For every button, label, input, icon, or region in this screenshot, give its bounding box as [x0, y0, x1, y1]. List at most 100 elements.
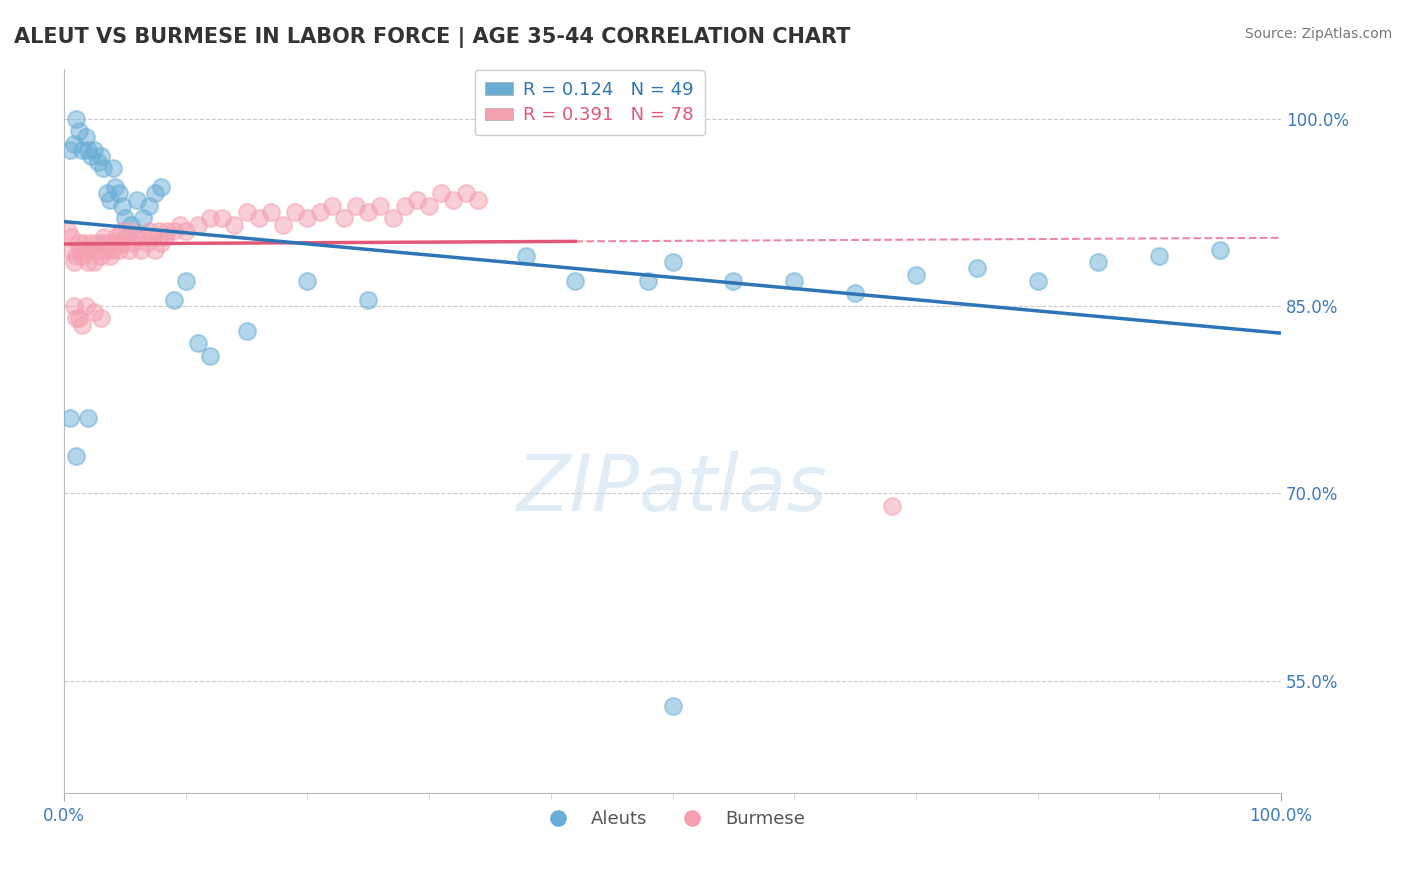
Point [260, 205, 283, 219]
Point [62, 255, 84, 269]
Point [162, 224, 184, 238]
Point [443, 193, 465, 207]
Point [56, 224, 79, 238]
Point [143, 186, 166, 201]
Point [142, 230, 165, 244]
Point [72, 236, 94, 251]
Point [72, 318, 94, 332]
Point [162, 293, 184, 307]
Point [114, 211, 136, 226]
Point [65, 311, 87, 326]
Point [284, 205, 307, 219]
Point [77, 255, 100, 269]
Point [69, 243, 91, 257]
Point [72, 143, 94, 157]
Point [122, 236, 145, 251]
Point [198, 211, 221, 226]
Point [394, 199, 416, 213]
Point [224, 218, 246, 232]
Point [59, 411, 82, 425]
Point [297, 274, 319, 288]
Point [467, 193, 489, 207]
Legend: Aleuts, Burmese: Aleuts, Burmese [533, 803, 811, 835]
Point [321, 199, 343, 213]
Point [101, 243, 124, 257]
Point [80, 243, 103, 257]
Point [174, 274, 197, 288]
Point [83, 305, 105, 319]
Point [1026, 274, 1049, 288]
Text: Source: ZipAtlas.com: Source: ZipAtlas.com [1244, 27, 1392, 41]
Point [150, 180, 173, 194]
Point [406, 193, 429, 207]
Point [156, 224, 179, 238]
Point [454, 186, 477, 201]
Point [87, 243, 110, 257]
Point [1087, 255, 1109, 269]
Point [72, 249, 94, 263]
Point [77, 411, 100, 425]
Point [235, 205, 257, 219]
Point [98, 193, 121, 207]
Point [637, 274, 659, 288]
Point [132, 211, 155, 226]
Point [1149, 249, 1171, 263]
Point [125, 230, 148, 244]
Point [90, 311, 112, 326]
Point [96, 186, 118, 201]
Point [174, 224, 197, 238]
Point [125, 193, 148, 207]
Point [120, 218, 142, 232]
Point [138, 199, 160, 213]
Point [90, 149, 112, 163]
Point [60, 230, 83, 244]
Point [65, 449, 87, 463]
Point [381, 211, 404, 226]
Point [91, 161, 114, 176]
Point [62, 299, 84, 313]
Point [83, 143, 105, 157]
Point [97, 236, 120, 251]
Point [187, 336, 209, 351]
Point [308, 205, 330, 219]
Point [75, 130, 97, 145]
Point [104, 236, 127, 251]
Point [75, 299, 97, 313]
Point [271, 218, 294, 232]
Point [357, 293, 380, 307]
Point [247, 211, 270, 226]
Point [67, 311, 90, 326]
Point [357, 205, 380, 219]
Point [114, 230, 136, 244]
Point [59, 143, 82, 157]
Point [80, 149, 103, 163]
Point [904, 268, 927, 282]
Point [105, 230, 128, 244]
Point [198, 349, 221, 363]
Y-axis label: In Labor Force | Age 35-44: In Labor Force | Age 35-44 [0, 321, 8, 541]
Point [150, 236, 173, 251]
Point [80, 236, 103, 251]
Point [723, 274, 745, 288]
Point [370, 199, 392, 213]
Point [1209, 243, 1232, 257]
Point [661, 255, 683, 269]
Point [143, 243, 166, 257]
Point [333, 211, 356, 226]
Point [135, 236, 157, 251]
Point [75, 243, 97, 257]
Point [67, 236, 90, 251]
Point [297, 211, 319, 226]
Point [90, 249, 112, 263]
Point [148, 224, 170, 238]
Point [62, 136, 84, 151]
Point [67, 124, 90, 138]
Point [65, 112, 87, 126]
Point [93, 230, 115, 244]
Point [87, 155, 110, 169]
Point [661, 698, 683, 713]
Point [783, 274, 806, 288]
Point [430, 186, 453, 201]
Point [108, 186, 131, 201]
Text: ALEUT VS BURMESE IN LABOR FORCE | AGE 35-44 CORRELATION CHART: ALEUT VS BURMESE IN LABOR FORCE | AGE 35… [14, 27, 851, 48]
